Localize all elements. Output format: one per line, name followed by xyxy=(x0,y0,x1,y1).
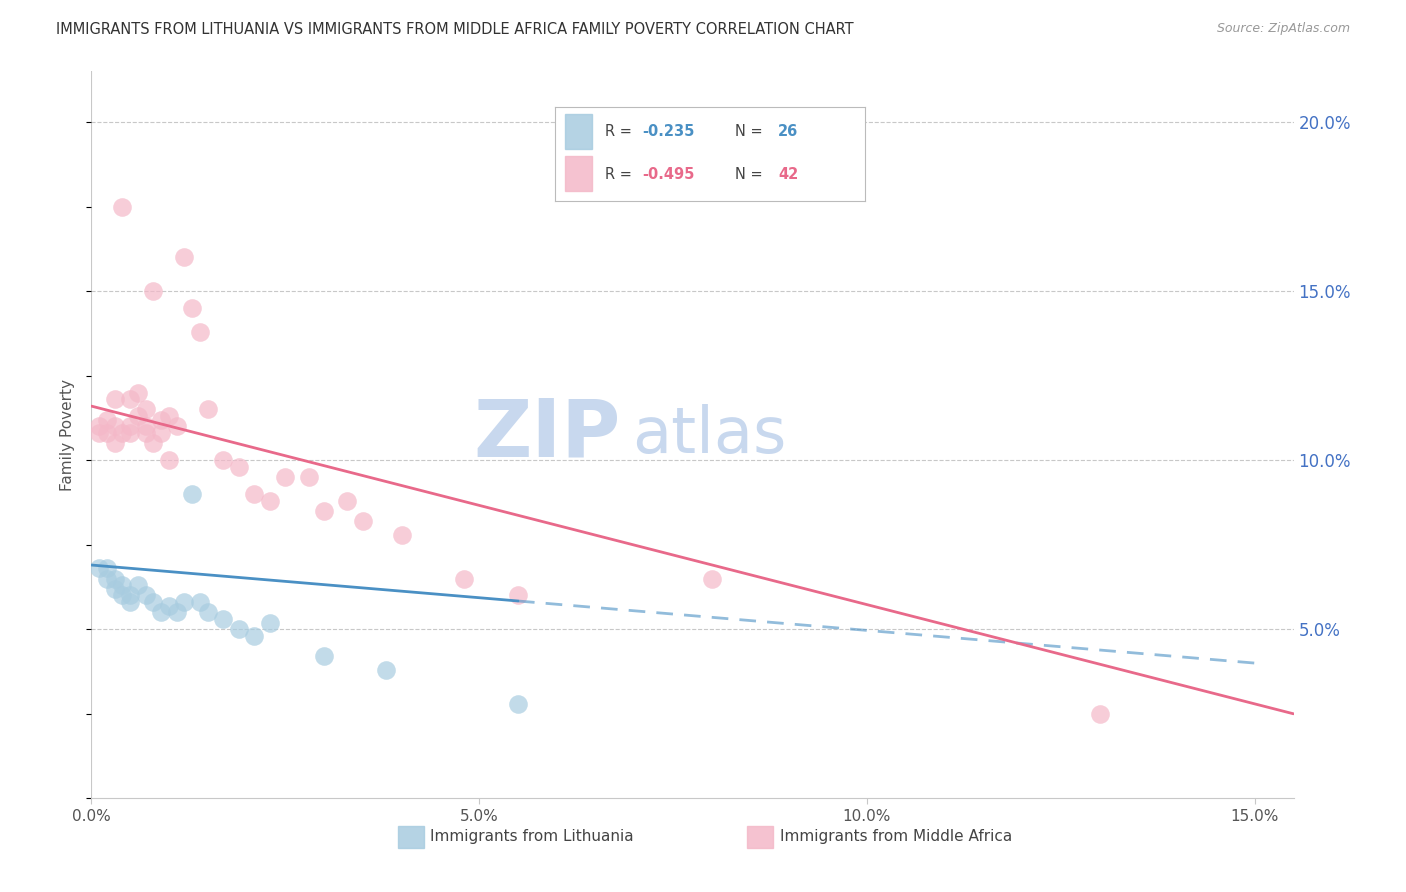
Point xyxy=(506,697,529,711)
Text: 42: 42 xyxy=(778,167,799,182)
Point xyxy=(96,426,118,441)
Point xyxy=(166,419,188,434)
Point xyxy=(506,589,529,603)
Text: Source: ZipAtlas.com: Source: ZipAtlas.com xyxy=(1216,22,1350,36)
Point xyxy=(212,612,235,626)
Point xyxy=(89,419,111,434)
Point xyxy=(104,436,127,450)
Text: Immigrants from Lithuania: Immigrants from Lithuania xyxy=(430,830,634,845)
Point xyxy=(127,578,149,592)
Text: ZIP: ZIP xyxy=(472,396,620,474)
Point xyxy=(259,493,281,508)
Text: atlas: atlas xyxy=(633,404,787,466)
Point xyxy=(96,561,118,575)
Y-axis label: Family Poverty: Family Poverty xyxy=(60,379,76,491)
Point xyxy=(120,392,142,407)
Point xyxy=(297,470,319,484)
Point xyxy=(274,470,297,484)
Point xyxy=(104,572,127,586)
Text: -0.235: -0.235 xyxy=(643,124,695,139)
Bar xyxy=(747,826,773,847)
Point xyxy=(181,301,204,315)
Point xyxy=(127,385,149,400)
Point xyxy=(243,629,266,643)
Point xyxy=(157,599,180,613)
Point xyxy=(188,325,211,339)
Point xyxy=(142,436,165,450)
Point xyxy=(391,527,413,541)
Point xyxy=(197,402,219,417)
Point xyxy=(352,514,374,528)
Text: 26: 26 xyxy=(778,124,799,139)
Point xyxy=(120,426,142,441)
Point xyxy=(181,487,204,501)
Text: R =: R = xyxy=(605,124,637,139)
Point xyxy=(111,589,134,603)
Point xyxy=(188,595,211,609)
Text: N =: N = xyxy=(735,124,768,139)
Point xyxy=(243,487,266,501)
Point xyxy=(157,453,180,467)
Point xyxy=(142,284,165,298)
Point xyxy=(157,409,180,424)
Point xyxy=(135,419,157,434)
Point xyxy=(135,589,157,603)
Point xyxy=(312,649,335,664)
Point xyxy=(142,595,165,609)
Point xyxy=(150,412,173,426)
Point xyxy=(259,615,281,630)
Bar xyxy=(398,826,425,847)
Point xyxy=(150,426,173,441)
Point xyxy=(173,250,195,264)
Point xyxy=(228,460,250,475)
Point xyxy=(127,409,149,424)
Bar xyxy=(565,156,592,191)
Point xyxy=(453,572,475,586)
Point xyxy=(166,606,188,620)
Point xyxy=(104,392,127,407)
Text: IMMIGRANTS FROM LITHUANIA VS IMMIGRANTS FROM MIDDLE AFRICA FAMILY POVERTY CORREL: IMMIGRANTS FROM LITHUANIA VS IMMIGRANTS … xyxy=(56,22,853,37)
Point xyxy=(120,595,142,609)
Point xyxy=(150,606,173,620)
Text: R =: R = xyxy=(605,167,637,182)
Text: N =: N = xyxy=(735,167,768,182)
Point xyxy=(135,402,157,417)
Point xyxy=(96,572,118,586)
Point xyxy=(111,426,134,441)
Point xyxy=(89,426,111,441)
Point xyxy=(375,663,398,677)
Point xyxy=(173,595,195,609)
Point xyxy=(312,504,335,518)
Point xyxy=(228,622,250,636)
Text: Immigrants from Middle Africa: Immigrants from Middle Africa xyxy=(780,830,1012,845)
Point xyxy=(197,606,219,620)
Point xyxy=(212,453,235,467)
Point xyxy=(111,200,134,214)
Point xyxy=(89,561,111,575)
Point xyxy=(700,572,723,586)
Point xyxy=(111,578,134,592)
Point xyxy=(1088,706,1111,721)
Point xyxy=(120,589,142,603)
Point xyxy=(104,582,127,596)
Point xyxy=(120,419,142,434)
Point xyxy=(135,426,157,441)
Text: -0.495: -0.495 xyxy=(643,167,695,182)
Point xyxy=(104,419,127,434)
Point xyxy=(96,412,118,426)
Point xyxy=(336,493,359,508)
Bar xyxy=(565,113,592,149)
